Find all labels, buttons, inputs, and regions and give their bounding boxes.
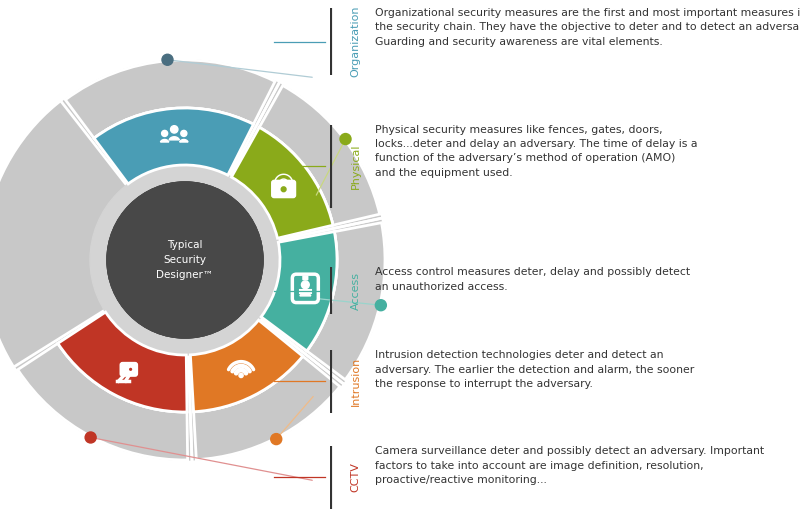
Text: Organizational security measures are the first and most important measures in
th: Organizational security measures are the… [374,8,800,47]
Wedge shape [190,320,302,412]
Circle shape [162,130,168,136]
Text: Camera surveillance deter and possibly detect an adversary. Important
factors to: Camera surveillance deter and possibly d… [374,446,764,485]
Polygon shape [161,140,169,142]
Circle shape [282,187,286,192]
Polygon shape [300,293,310,296]
Circle shape [162,54,173,65]
Circle shape [90,165,280,355]
Circle shape [107,182,263,338]
Text: Access: Access [351,271,361,310]
Wedge shape [306,223,385,380]
Text: Intrusion detection technologies deter and detect an
adversary. The earlier the : Intrusion detection technologies deter a… [374,350,694,389]
Wedge shape [18,344,188,460]
Wedge shape [94,108,254,184]
Wedge shape [261,231,337,351]
Circle shape [107,182,263,338]
Circle shape [375,299,386,311]
Text: Typical
Security
Designer™: Typical Security Designer™ [156,240,214,280]
Text: Intrusion: Intrusion [351,357,361,406]
Circle shape [181,130,187,136]
Wedge shape [194,356,340,460]
Wedge shape [261,231,337,351]
Wedge shape [231,127,333,238]
FancyBboxPatch shape [271,180,296,198]
Wedge shape [259,86,380,225]
FancyBboxPatch shape [119,362,138,377]
Wedge shape [190,320,302,412]
Circle shape [128,366,134,372]
Wedge shape [66,60,275,138]
Circle shape [302,281,310,289]
Circle shape [107,182,263,338]
Text: CCTV: CCTV [351,462,361,493]
Wedge shape [231,127,333,238]
Wedge shape [94,108,254,184]
Circle shape [340,133,351,144]
Wedge shape [58,312,187,412]
Text: Organization: Organization [351,6,361,77]
Circle shape [270,433,282,445]
Polygon shape [180,140,188,142]
Text: Access control measures deter, delay and possibly detect
an unauthorized access.: Access control measures deter, delay and… [374,267,690,292]
Circle shape [85,432,96,443]
Polygon shape [169,137,179,140]
Text: Physical: Physical [351,143,361,189]
Circle shape [239,373,243,377]
Circle shape [0,60,385,460]
Wedge shape [58,312,187,412]
FancyBboxPatch shape [302,276,309,280]
Circle shape [170,126,178,133]
Text: Physical security measures like fences, gates, doors,
locks...deter and delay an: Physical security measures like fences, … [374,125,697,178]
